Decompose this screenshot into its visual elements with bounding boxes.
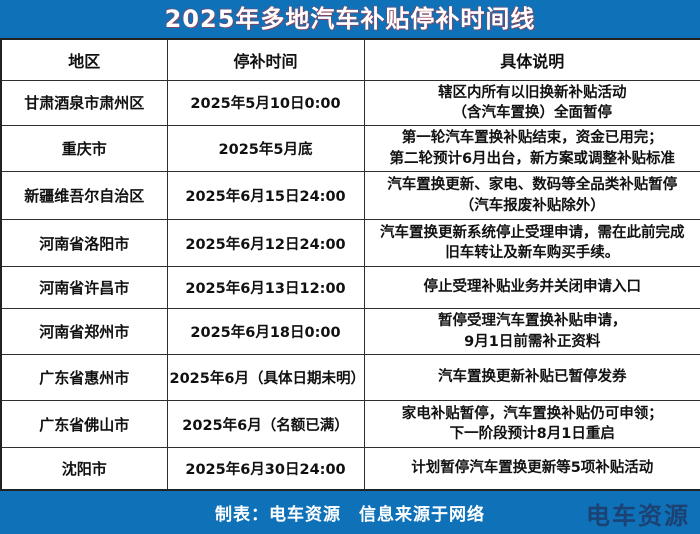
table-row: 河南省许昌市 2025年6月13日12:00 停止受理补贴业务并关闭申请入口	[0, 266, 700, 310]
page-title: 2025年多地汽车补贴停补时间线	[164, 5, 536, 33]
time-cell: 2025年6月18日0:00	[166, 308, 365, 356]
table-row: 沈阳市 2025年6月30日24:00 计划暂停汽车置换更新等5项补贴活动	[0, 447, 700, 491]
detail-cell: 第一轮汽车置换补贴结束，资金已用完； 第二轮预计6月出台，新方案或调整补贴标准	[363, 125, 700, 173]
table-row: 重庆市 2025年5月底 第一轮汽车置换补贴结束，资金已用完； 第二轮预计6月出…	[0, 125, 700, 173]
detail-cell: 汽车置换更新、家电、数码等全品类补贴暂停 （汽车报废补贴除外）	[363, 171, 700, 221]
detail-cell: 汽车置换更新系统停止受理申请，需在此前完成 旧车转让及新车购买手续。	[363, 219, 700, 268]
time-cell: 2025年6月（名额已满）	[166, 400, 365, 449]
table-header-row: 地区 停补时间 具体说明	[0, 38, 700, 81]
region-cell: 重庆市	[0, 125, 168, 173]
detail-cell: 计划暂停汽车置换更新等5项补贴活动	[363, 447, 700, 491]
column-header-region: 地区	[0, 38, 168, 81]
credit-text: 制表：电车资源 信息来源于网络	[215, 504, 485, 525]
region-cell: 河南省洛阳市	[0, 219, 168, 268]
detail-cell: 家电补贴暂停，汽车置换补贴仍可申领； 下一阶段预计8月1日重启	[363, 400, 700, 449]
table-row: 甘肃酒泉市肃州区 2025年5月10日0:00 辖区内所有以旧换新补贴活动 （含…	[0, 79, 700, 127]
detail-cell: 汽车置换更新补贴已暂停发券	[363, 354, 700, 402]
detail-cell: 辖区内所有以旧换新补贴活动 （含汽车置换）全面暂停	[363, 79, 700, 127]
column-header-detail: 具体说明	[363, 38, 700, 81]
table-row: 河南省洛阳市 2025年6月12日24:00 汽车置换更新系统停止受理申请，需在…	[0, 219, 700, 268]
region-cell: 广东省惠州市	[0, 354, 168, 402]
time-cell: 2025年5月10日0:00	[166, 79, 365, 127]
time-cell: 2025年6月12日24:00	[166, 219, 365, 268]
brand-watermark: 电车资源	[586, 502, 690, 530]
time-cell: 2025年6月30日24:00	[166, 447, 365, 491]
subsidy-table: 地区 停补时间 具体说明 甘肃酒泉市肃州区 2025年5月10日0:00 辖区内…	[0, 38, 700, 491]
region-cell: 河南省郑州市	[0, 308, 168, 356]
time-cell: 2025年5月底	[166, 125, 365, 173]
region-cell: 沈阳市	[0, 447, 168, 491]
time-cell: 2025年6月15日24:00	[166, 171, 365, 221]
table-row: 广东省佛山市 2025年6月（名额已满） 家电补贴暂停，汽车置换补贴仍可申领； …	[0, 400, 700, 449]
table-row: 广东省惠州市 2025年6月（具体日期未明） 汽车置换更新补贴已暂停发券	[0, 354, 700, 402]
footer-bar: 制表：电车资源 信息来源于网络 电车资源	[0, 490, 700, 534]
time-cell: 2025年6月13日12:00	[166, 266, 365, 310]
time-cell: 2025年6月（具体日期未明）	[166, 354, 365, 402]
column-header-time: 停补时间	[166, 38, 365, 81]
detail-cell: 暂停受理汽车置换补贴申请， 9月1日前需补正资料	[363, 308, 700, 356]
region-cell: 甘肃酒泉市肃州区	[0, 79, 168, 127]
table-row: 河南省郑州市 2025年6月18日0:00 暂停受理汽车置换补贴申请， 9月1日…	[0, 308, 700, 356]
region-cell: 河南省许昌市	[0, 266, 168, 310]
table-row: 新疆维吾尔自治区 2025年6月15日24:00 汽车置换更新、家电、数码等全品…	[0, 171, 700, 221]
detail-cell: 停止受理补贴业务并关闭申请入口	[363, 266, 700, 310]
region-cell: 广东省佛山市	[0, 400, 168, 449]
region-cell: 新疆维吾尔自治区	[0, 171, 168, 221]
title-bar: 2025年多地汽车补贴停补时间线	[0, 0, 700, 38]
